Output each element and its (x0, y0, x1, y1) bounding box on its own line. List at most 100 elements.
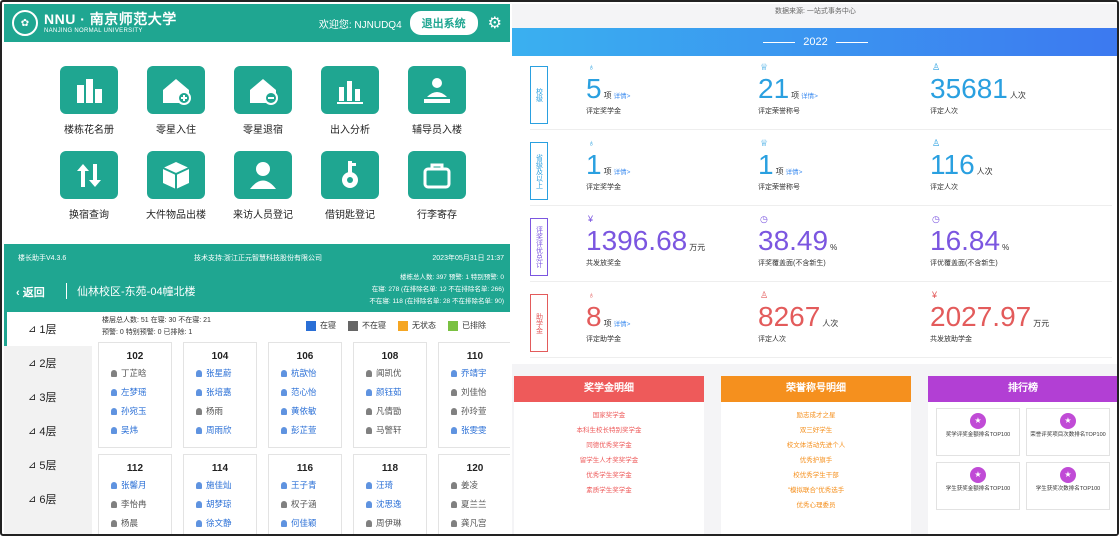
room-card[interactable]: 112 张馨月 李怡冉 杨晨 (98, 454, 172, 534)
floor-tab[interactable]: ⊿ 6层 (4, 482, 92, 516)
app-building-roster-button[interactable]: 楼栋花名册 (49, 66, 129, 136)
app-luggage-button[interactable]: 行李寄存 (397, 151, 477, 221)
details-link[interactable]: 详情> (785, 169, 803, 176)
room-card[interactable]: 116 王子青 权子涵 何佳颖 (268, 454, 342, 534)
occupant[interactable]: 刘佳怡 (439, 383, 510, 402)
gear-icon[interactable]: ⚙ (487, 15, 502, 32)
card-title: 奖学金明细 (584, 383, 634, 394)
app-key-button[interactable]: 借钥匙登记 (310, 151, 390, 221)
occupant[interactable]: 周雨欣 (184, 421, 256, 440)
room-card[interactable]: 118 汪琦 沈思逸 周伊琳 (353, 454, 427, 534)
occupant[interactable]: 闻凯优 (354, 364, 426, 383)
occupant[interactable]: 孙宛玉 (99, 402, 171, 421)
room-card[interactable]: 108 闻凯优 颜钰茹 凡倩勖 马警轩 (353, 342, 427, 448)
back-button[interactable]: ‹ 返回 (16, 284, 45, 300)
occupant[interactable]: 王子青 (269, 476, 341, 495)
stat-value: 1396.68 (586, 225, 688, 256)
occupant[interactable]: 张雯雯 (439, 421, 510, 440)
details-link[interactable]: 详情> (613, 321, 631, 328)
occupant[interactable]: 张培嘉 (184, 383, 256, 402)
ranking-item[interactable]: ★ 荣誉评奖项目次数排名TOP100 (1026, 408, 1110, 456)
card-list-item[interactable]: 双三好学生 (799, 427, 833, 434)
occupant[interactable]: 李怡冉 (99, 495, 171, 514)
app-visitor-button[interactable]: 来访人员登记 (223, 151, 303, 221)
occupant[interactable]: 凡倩勖 (354, 402, 426, 421)
occupant[interactable]: 何佳颖 (269, 514, 341, 533)
row-category-tag: 助学金 (530, 294, 548, 352)
details-link[interactable]: 详情> (801, 93, 818, 100)
card-list: 励志成才之星 双三好学生校文体活动先进个人 优秀护旗手校优秀学生干部 "模拟联合"优秀… (721, 402, 911, 513)
logout-button[interactable]: 退出系统 (409, 11, 478, 35)
app-counselor-button[interactable]: 辅导员入楼 (397, 66, 477, 136)
ranking-item[interactable]: ★ 学生获奖次数排名TOP100 (1026, 462, 1110, 510)
card-list-item[interactable]: 国家奖学金 (592, 412, 626, 419)
occupant[interactable]: 胡梦琼 (184, 495, 256, 514)
card-list-item[interactable]: 励志成才之星 (796, 412, 836, 419)
occupant[interactable]: 杭歆怡 (269, 364, 341, 383)
occupant[interactable]: 姜凌 (439, 476, 510, 495)
card-header: 奖学金明细 (514, 376, 704, 402)
ranking-item[interactable]: ★ 奖学评奖金额排名TOP100 (936, 408, 1020, 456)
occupant[interactable]: 彭芷萱 (269, 421, 341, 440)
occupant[interactable]: 徐文静 (184, 514, 256, 533)
occupant[interactable]: 颜钰茹 (354, 383, 426, 402)
stat-label: 评定人次 (930, 184, 958, 191)
floor-tab[interactable]: ⊿ 1层 (4, 312, 92, 346)
room-card[interactable]: 110 乔靖宇 刘佳怡 孙玲萱 张雯雯 (438, 342, 510, 448)
card-list-item[interactable]: 优秀学生奖学金 (586, 472, 632, 479)
occupant[interactable]: 丁芷晗 (99, 364, 171, 383)
occupant[interactable]: 权子涵 (269, 495, 341, 514)
floor-tab[interactable]: ⊿ 4层 (4, 414, 92, 448)
occupant[interactable]: 乔靖宇 (439, 364, 510, 383)
card-list-item[interactable]: 素质学生奖学金 (586, 487, 632, 494)
occupant[interactable]: 黄依敏 (269, 402, 341, 421)
stat-label: 共发放奖金 (586, 260, 621, 267)
app-bar-chart-button[interactable]: 出入分析 (310, 66, 390, 136)
card-list-item[interactable]: 校优秀学生干部 (793, 472, 839, 479)
room-card[interactable]: 114 施佳灿 胡梦琼 徐文静 (183, 454, 257, 534)
occupant[interactable]: 汪琦 (354, 476, 426, 495)
occupant[interactable]: 马警轩 (354, 421, 426, 440)
details-link[interactable]: 详情> (613, 93, 631, 100)
occupant[interactable]: 杨晨 (99, 514, 171, 533)
card-list-item[interactable]: 优秀护旗手 (799, 457, 833, 464)
room-card[interactable]: 104 张星蔚 张培嘉 杨雨 周雨欣 (183, 342, 257, 448)
floor-tab[interactable]: ⊿ 3层 (4, 380, 92, 414)
card-list-item[interactable]: 本科生校长特别奖学金 (576, 427, 642, 434)
app-swap-arrows-button[interactable]: 换宿查询 (49, 151, 129, 221)
clock-icon: ◷ (760, 214, 768, 224)
stat-label: 评奖覆盖面(不含新生) (758, 260, 826, 267)
app-house-add-button[interactable]: 零星入住 (136, 66, 216, 136)
occupant[interactable]: 吴炜 (99, 421, 171, 440)
app-package-button[interactable]: 大件物品出楼 (136, 151, 216, 221)
occupant[interactable]: 范心怡 (269, 383, 341, 402)
floor-tab[interactable]: ⊿ 5层 (4, 448, 92, 482)
details-link[interactable]: 详情> (613, 169, 631, 176)
occupant[interactable]: 孙玲萱 (439, 402, 510, 421)
room-card[interactable]: 106 杭歆怡 范心怡 黄依敏 彭芷萱 (268, 342, 342, 448)
stat-value: 8 (586, 301, 602, 332)
ranking-item[interactable]: ★ 学生获奖金额排名TOP100 (936, 462, 1020, 510)
room-card[interactable]: 102 丁芷晗 左梦瑶 孙宛玉 吴炜 (98, 342, 172, 448)
card-list-item[interactable]: 校文体活动先进个人 (786, 442, 846, 449)
occupant[interactable]: 周伊琳 (354, 514, 426, 533)
occupant[interactable]: 龚凡宫 (439, 514, 510, 533)
card-list-item[interactable]: 留学生人才奖奖学金 (579, 457, 639, 464)
app-grid: 楼栋花名册 零星入住 零星退宿 出入分析 辅导员入楼换宿查询 大件物品出楼 来访人员登记 借钥… (4, 66, 510, 226)
occupant[interactable]: 施佳灿 (184, 476, 256, 495)
app-house-remove-button[interactable]: 零星退宿 (223, 66, 303, 136)
card-list-item[interactable]: 优秀心理委员 (796, 502, 836, 509)
occupant[interactable]: 杨雨 (184, 402, 256, 421)
luggage-icon (408, 151, 466, 199)
occupant[interactable]: 张馨月 (99, 476, 171, 495)
floor-tab[interactable]: ⊿ 2层 (4, 346, 92, 380)
occupant[interactable]: 张星蔚 (184, 364, 256, 383)
card-list-item[interactable]: 同德优秀奖学金 (586, 442, 632, 449)
occupant[interactable]: 沈思逸 (354, 495, 426, 514)
occupant[interactable]: 夏兰兰 (439, 495, 510, 514)
bulb-icon: ♁ (588, 138, 595, 148)
room-card[interactable]: 120 姜凌 夏兰兰 龚凡宫 (438, 454, 510, 534)
occupant[interactable]: 左梦瑶 (99, 383, 171, 402)
stat-item: ♁ 5 项详情> 评定奖学金 (586, 62, 756, 116)
card-list-item[interactable]: "模拟联合"优秀选手 (787, 487, 845, 494)
